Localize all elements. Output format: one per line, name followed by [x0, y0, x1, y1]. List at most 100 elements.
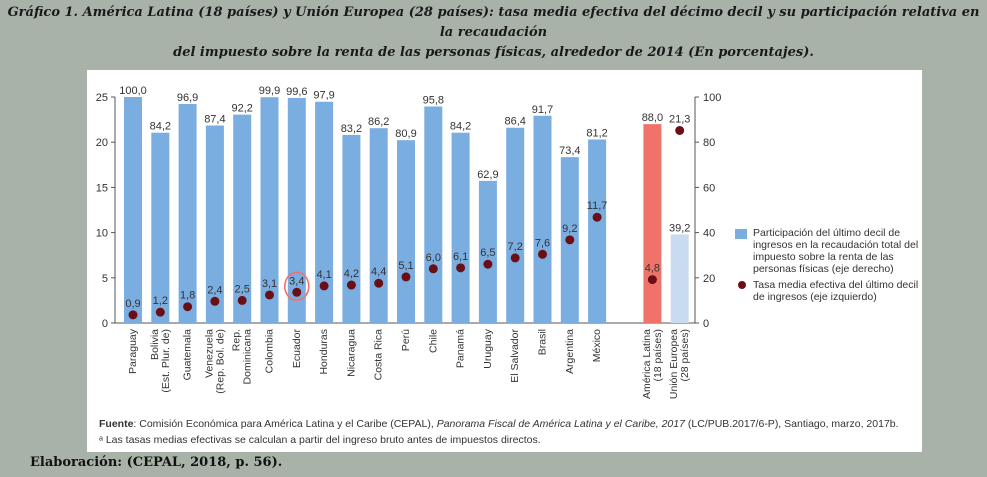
- title-line-2: del impuesto sobre la renta de las perso…: [173, 45, 814, 60]
- bar-value-label: 95,8: [423, 94, 444, 106]
- dot: [210, 296, 220, 306]
- dot: [128, 310, 138, 320]
- dot: [401, 272, 411, 282]
- bar: [424, 106, 443, 323]
- footnote: ᵃ Las tasas medias efectivas se calculan…: [99, 434, 541, 446]
- dot: [374, 278, 384, 288]
- category-label: (28 países): [679, 329, 691, 382]
- bar-value-label: 99,6: [286, 86, 307, 98]
- dot: [675, 125, 685, 135]
- dot: [265, 290, 274, 300]
- category-label: Nicaragua: [345, 329, 357, 377]
- bar: [260, 97, 279, 323]
- bar: [342, 134, 361, 323]
- bar: [533, 115, 552, 323]
- category-label: Brasil: [537, 329, 549, 355]
- dot-value-label: 7,6: [535, 237, 550, 249]
- legend-item-bars: Participación del último decil de ingres…: [735, 227, 925, 275]
- category-label: América Latina: [641, 329, 653, 399]
- chart-title: Gráfico 1. América Latina (18 países) y …: [0, 3, 987, 63]
- category-label: México: [591, 329, 603, 362]
- dot: [428, 264, 438, 274]
- source-note: Fuente: Comisión Económica para América …: [99, 418, 899, 430]
- category-label: Unión Europea: [668, 329, 680, 399]
- dot-value-label: 5,1: [398, 260, 413, 272]
- dot: [319, 281, 329, 291]
- legend-swatch-dot: [738, 281, 746, 289]
- dot: [483, 259, 493, 269]
- bar: [588, 139, 607, 323]
- bar: [151, 132, 170, 323]
- bar: [205, 125, 224, 323]
- bar-value-label: 73,4: [559, 145, 580, 157]
- footer-credit: Elaboración: (CEPAL, 2018, p. 56).: [30, 455, 283, 470]
- chart-panel: 0 5 10 15 20 25 0 20 40 60 80 100 100,0 0,9 Paraguay 84…: [87, 70, 922, 452]
- left-tick-label: 10: [96, 228, 108, 240]
- dot-value-label: 6,1: [453, 251, 468, 263]
- dot-value-label: 11,7: [587, 200, 608, 212]
- right-tick-label: 60: [703, 182, 715, 194]
- bar-value-label: 83,2: [341, 123, 362, 135]
- dot-value-label: 2,4: [207, 284, 222, 296]
- category-label: Bolivia: [149, 329, 161, 360]
- dot: [647, 275, 657, 285]
- category-label: Chile: [427, 329, 439, 353]
- bar: [369, 128, 388, 323]
- category-label: (18 países): [652, 329, 664, 382]
- right-tick-label: 80: [703, 137, 715, 149]
- right-tick-label: 40: [703, 228, 715, 240]
- dot: [292, 287, 302, 297]
- bar: [478, 180, 497, 323]
- category-label: Dominicana: [242, 329, 254, 385]
- category-label: (Rep. Bol. de): [214, 329, 226, 394]
- bar-value-label: 100,0: [119, 85, 147, 97]
- bar-value-label: 99,9: [259, 85, 280, 97]
- bar-value-label: 87,4: [204, 113, 225, 125]
- bar: [124, 97, 142, 323]
- dot-value-label: 1,2: [153, 295, 168, 307]
- bar-value-label: 88,0: [642, 112, 663, 124]
- bar: [670, 234, 689, 323]
- category-label: Paraguay: [127, 328, 139, 374]
- bar-value-label: 86,4: [504, 116, 525, 128]
- source-text-1: : Comisión Económica para América Latina…: [133, 418, 437, 430]
- dot-value-label: 0,9: [125, 298, 140, 310]
- category-label: Rep.: [231, 329, 243, 351]
- left-tick-label: 25: [96, 92, 108, 104]
- bar: [287, 97, 306, 324]
- source-label: Fuente: [99, 418, 134, 430]
- dot: [538, 249, 547, 259]
- dot-value-label: 21,3: [669, 113, 690, 125]
- dot-value-label: 4,8: [645, 263, 660, 275]
- title-line-1: Gráfico 1. América Latina (18 países) y …: [7, 5, 980, 40]
- bar-value-label: 39,2: [669, 222, 690, 234]
- bar-value-label: 81,2: [586, 127, 607, 139]
- category-label: El Salvador: [509, 329, 521, 383]
- bar: [178, 104, 197, 323]
- bar-value-label: 96,9: [177, 92, 198, 104]
- right-tick-label: 20: [703, 273, 715, 285]
- source-text-italic: Panorama Fiscal de América Latina y el C…: [436, 418, 685, 430]
- dot-value-label: 9,2: [562, 223, 577, 235]
- category-label: Perú: [400, 329, 412, 351]
- bar: [397, 140, 415, 323]
- bar-value-label: 62,9: [477, 169, 498, 181]
- category-label: Venezuela: [203, 329, 215, 378]
- bar-value-label: 84,2: [450, 121, 471, 133]
- dot: [155, 307, 165, 317]
- bar-value-label: 91,7: [532, 104, 553, 116]
- bar-value-label: 80,9: [395, 128, 416, 140]
- dot-value-label: 4,1: [316, 269, 331, 281]
- category-label: Guatemala: [182, 329, 194, 381]
- dot-value-label: 3,4: [289, 275, 304, 287]
- category-label: Uruguay: [482, 328, 494, 368]
- category-label: Panamá: [455, 329, 467, 368]
- legend-label-dots: Tasa media efectiva del último decil de …: [753, 279, 919, 303]
- dot-value-label: 4,2: [344, 268, 359, 280]
- dot: [183, 302, 193, 312]
- bar: [643, 124, 662, 323]
- dot-value-label: 4,4: [371, 266, 386, 278]
- category-label: Colombia: [264, 329, 276, 374]
- dot-value-label: 2,5: [235, 283, 250, 295]
- legend: Participación del último decil de ingres…: [735, 227, 925, 307]
